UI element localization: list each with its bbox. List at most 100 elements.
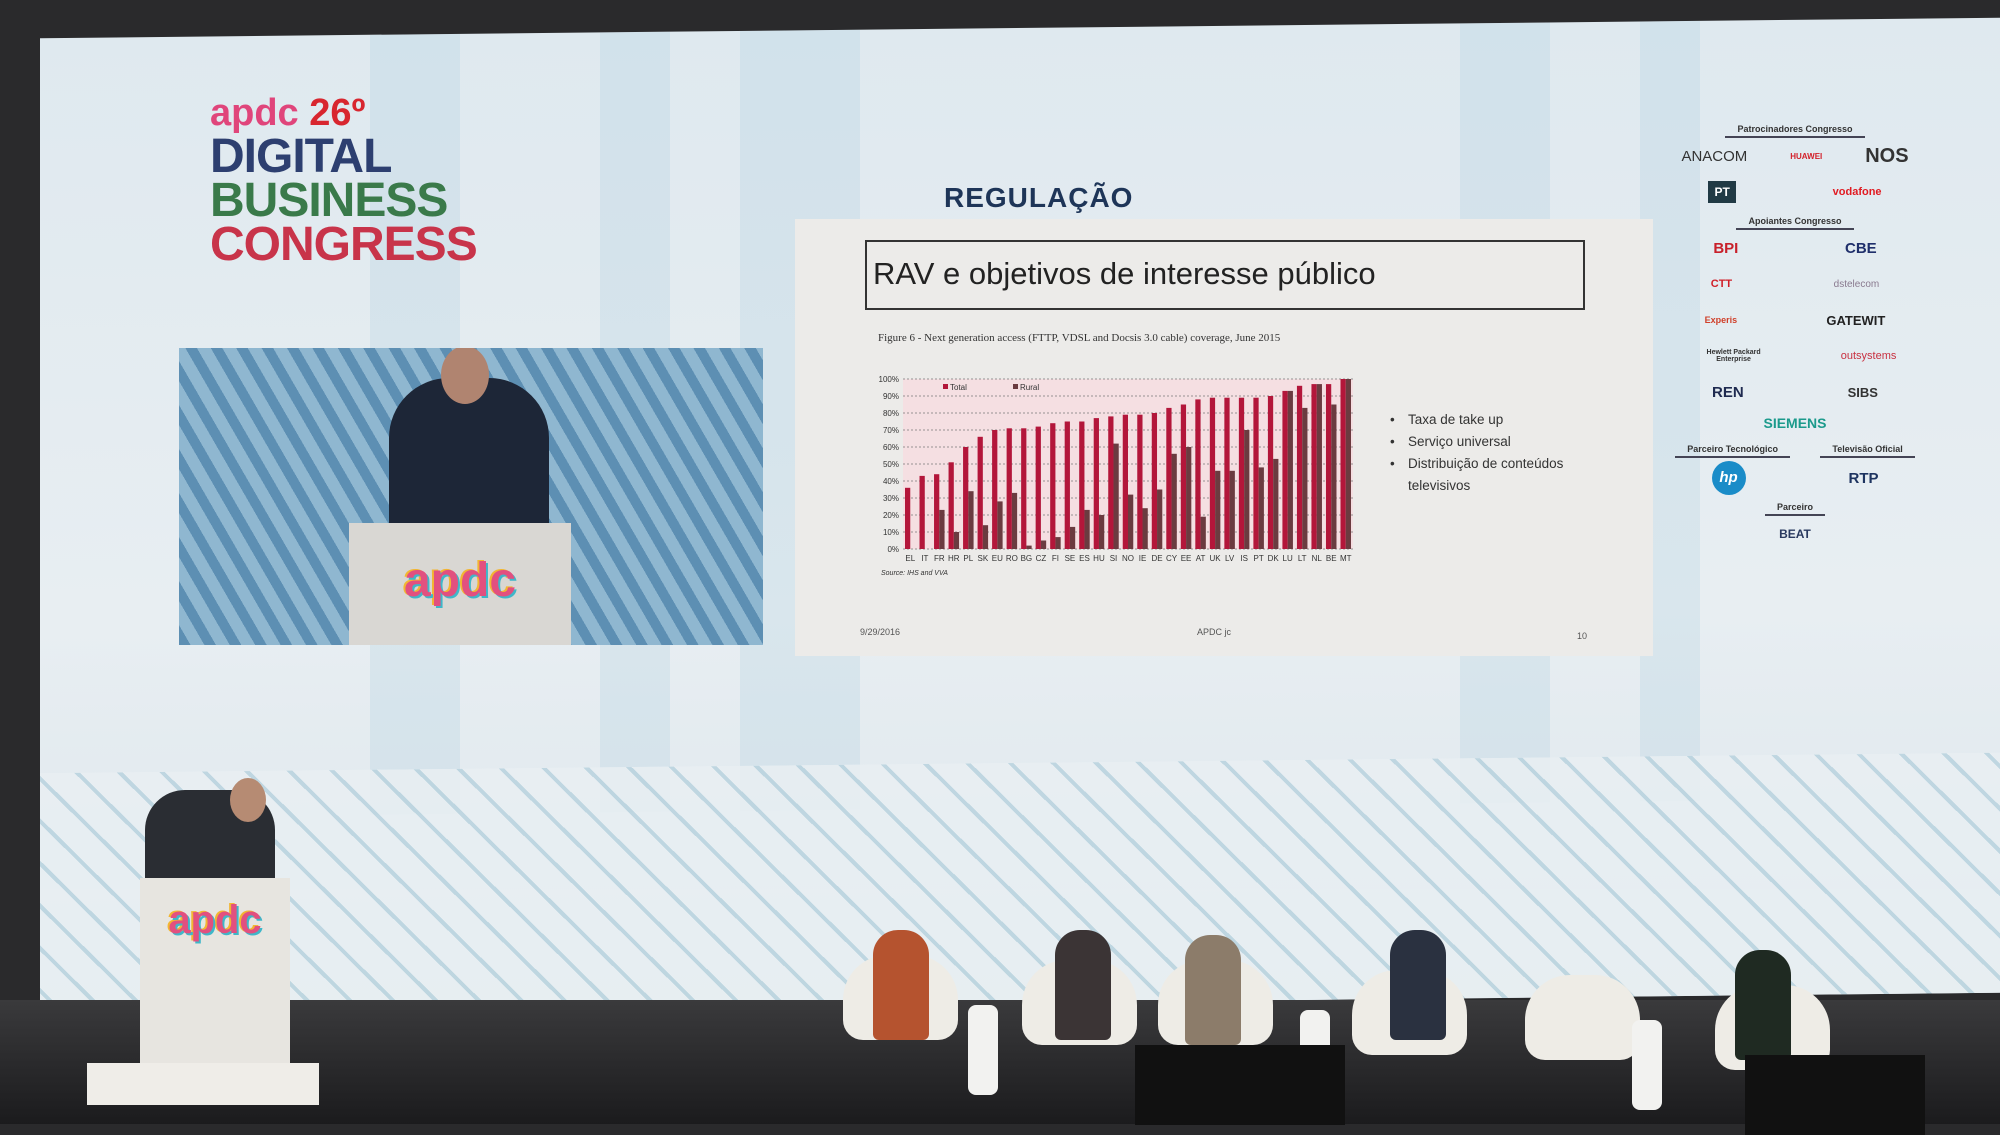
slide-title: RAV e objetivos de interesse público bbox=[865, 240, 1585, 310]
sponsor-logo: hp bbox=[1711, 461, 1746, 495]
bar-total-EL bbox=[905, 487, 911, 549]
bar-total-MT bbox=[1340, 379, 1346, 549]
x-tick-label: BE bbox=[1326, 554, 1337, 563]
slide-bullets: Taxa de take up Serviço universal Distri… bbox=[1390, 409, 1570, 497]
bar-rural-AT bbox=[1200, 516, 1206, 549]
x-tick-label: IS bbox=[1240, 554, 1248, 563]
sponsor-logo: SIEMENS bbox=[1763, 415, 1827, 431]
bar-total-SE bbox=[1064, 421, 1070, 549]
slide-date: 9/29/2016 bbox=[860, 627, 901, 637]
side-table bbox=[1632, 1020, 1662, 1110]
x-tick-label: DK bbox=[1268, 554, 1280, 563]
x-tick-label: PT bbox=[1254, 554, 1264, 563]
heading-official-tv: Televisão Oficial bbox=[1820, 444, 1915, 458]
bar-rural-HR bbox=[953, 532, 960, 549]
sponsor-logo: dstelecom bbox=[1833, 278, 1880, 290]
sponsor-logo: Hewlett Packard Enterprise bbox=[1706, 349, 1761, 363]
bar-rural-IS bbox=[1244, 430, 1250, 549]
bar-total-RO bbox=[1006, 428, 1012, 549]
bar-total-EU bbox=[992, 430, 998, 549]
bar-rural-BE bbox=[1331, 404, 1337, 549]
bar-total-HU bbox=[1093, 418, 1099, 549]
x-tick-label: SK bbox=[978, 554, 989, 563]
legend-swatch bbox=[1013, 384, 1018, 389]
x-tick-label: NO bbox=[1122, 554, 1134, 563]
bar-total-HR bbox=[948, 462, 954, 549]
sponsor-logo: SIBS bbox=[1847, 384, 1878, 400]
heading-partner: Parceiro bbox=[1764, 502, 1826, 516]
bar-rural-LV bbox=[1229, 470, 1235, 549]
legend-label: Rural bbox=[1020, 383, 1039, 392]
sponsor-logo: BEAT bbox=[1779, 527, 1811, 541]
bar-total-DK bbox=[1267, 396, 1274, 549]
sponsor-logo: RTP bbox=[1848, 469, 1879, 487]
sponsor-logo: BPI bbox=[1713, 239, 1739, 257]
x-tick-label: RO bbox=[1006, 554, 1018, 563]
logo-line2: BUSINESS bbox=[210, 174, 448, 227]
bar-total-FR bbox=[934, 474, 940, 549]
x-tick-label: LV bbox=[1225, 554, 1235, 563]
bar-rural-CZ bbox=[1040, 540, 1047, 549]
x-tick-label: CY bbox=[1166, 554, 1178, 563]
y-tick-label: 100% bbox=[879, 375, 899, 384]
coverage-bar-chart: 0%10%20%30%40%50%60%70%80%90%100%EL IT FR H… bbox=[879, 375, 1353, 577]
x-tick-label: FI bbox=[1052, 554, 1059, 563]
sponsor-logo: CBE bbox=[1845, 239, 1877, 257]
bar-rural-ES bbox=[1084, 509, 1090, 549]
y-tick-label: 80% bbox=[883, 409, 899, 418]
bar-total-BE bbox=[1325, 384, 1332, 549]
speaker-head bbox=[441, 348, 489, 404]
bar-rural-LT bbox=[1302, 407, 1308, 549]
heading-supporters: Apoiantes Congresso bbox=[1736, 216, 1854, 230]
x-tick-label: EU bbox=[992, 554, 1003, 563]
podium-logo: apdc bbox=[168, 898, 262, 942]
heading-tech-partner: Parceiro Tecnológico bbox=[1675, 444, 1791, 458]
sponsors-panel: Patrocinadores Congresso ANACOM HUAWEI NOS… bbox=[1660, 118, 1930, 552]
legend-label: Total bbox=[950, 383, 967, 392]
y-tick-label: 30% bbox=[883, 494, 899, 503]
bar-rural-SI bbox=[1113, 443, 1119, 549]
sponsor-logo: GATEWIT bbox=[1826, 312, 1886, 328]
video-podium: apdc bbox=[349, 523, 571, 645]
bar-total-LU bbox=[1282, 390, 1288, 549]
x-tick-label: DE bbox=[1151, 554, 1162, 563]
sponsor-logo: ANACOM bbox=[1681, 147, 1748, 165]
bar-total-NL bbox=[1311, 384, 1317, 549]
bullet-item: Serviço universal bbox=[1390, 431, 1570, 453]
slide-footer-author: APDC jc bbox=[1197, 627, 1232, 637]
x-tick-label: PL bbox=[963, 554, 973, 563]
bar-total-UK bbox=[1209, 397, 1216, 549]
panelist bbox=[1055, 930, 1111, 1040]
bar-rural-EE bbox=[1186, 447, 1192, 549]
sponsor-logo: Experis bbox=[1704, 315, 1738, 325]
event-logo: apdc 26º DIGITAL BUSINESS CONGRESS bbox=[210, 92, 520, 271]
logo-line3: CONGRESS bbox=[210, 218, 478, 271]
bar-rural-SE bbox=[1069, 526, 1076, 549]
panelist bbox=[873, 930, 929, 1040]
sponsor-logo: HUAWEI bbox=[1790, 151, 1823, 161]
podium: apdc bbox=[87, 778, 319, 1105]
panelist bbox=[1735, 950, 1791, 1060]
slide-page-number: 10 bbox=[1577, 631, 1588, 641]
bar-total-NO bbox=[1122, 414, 1128, 549]
x-tick-label: ES bbox=[1079, 554, 1090, 563]
bar-rural-FR bbox=[939, 509, 945, 549]
bar-rural-BG bbox=[1026, 545, 1032, 549]
y-tick-label: 90% bbox=[883, 392, 899, 401]
logo-line1: DIGITAL bbox=[210, 130, 392, 183]
bar-total-EE bbox=[1180, 404, 1187, 549]
y-tick-label: 60% bbox=[883, 443, 899, 452]
bar-total-BG bbox=[1021, 428, 1027, 549]
bar-rural-SK bbox=[982, 525, 989, 549]
speaker-head bbox=[230, 778, 266, 822]
x-tick-label: UK bbox=[1210, 554, 1222, 563]
bar-total-CY bbox=[1166, 407, 1172, 549]
bar-total-IE bbox=[1137, 414, 1143, 549]
speaker-video-feed: apdc bbox=[179, 348, 763, 645]
bar-total-DE bbox=[1151, 413, 1158, 549]
x-tick-label: CZ bbox=[1036, 554, 1047, 563]
y-tick-label: 10% bbox=[883, 528, 899, 537]
chair bbox=[1525, 975, 1640, 1060]
podium-logo: apdc bbox=[403, 554, 517, 607]
x-tick-label: HU bbox=[1093, 554, 1105, 563]
